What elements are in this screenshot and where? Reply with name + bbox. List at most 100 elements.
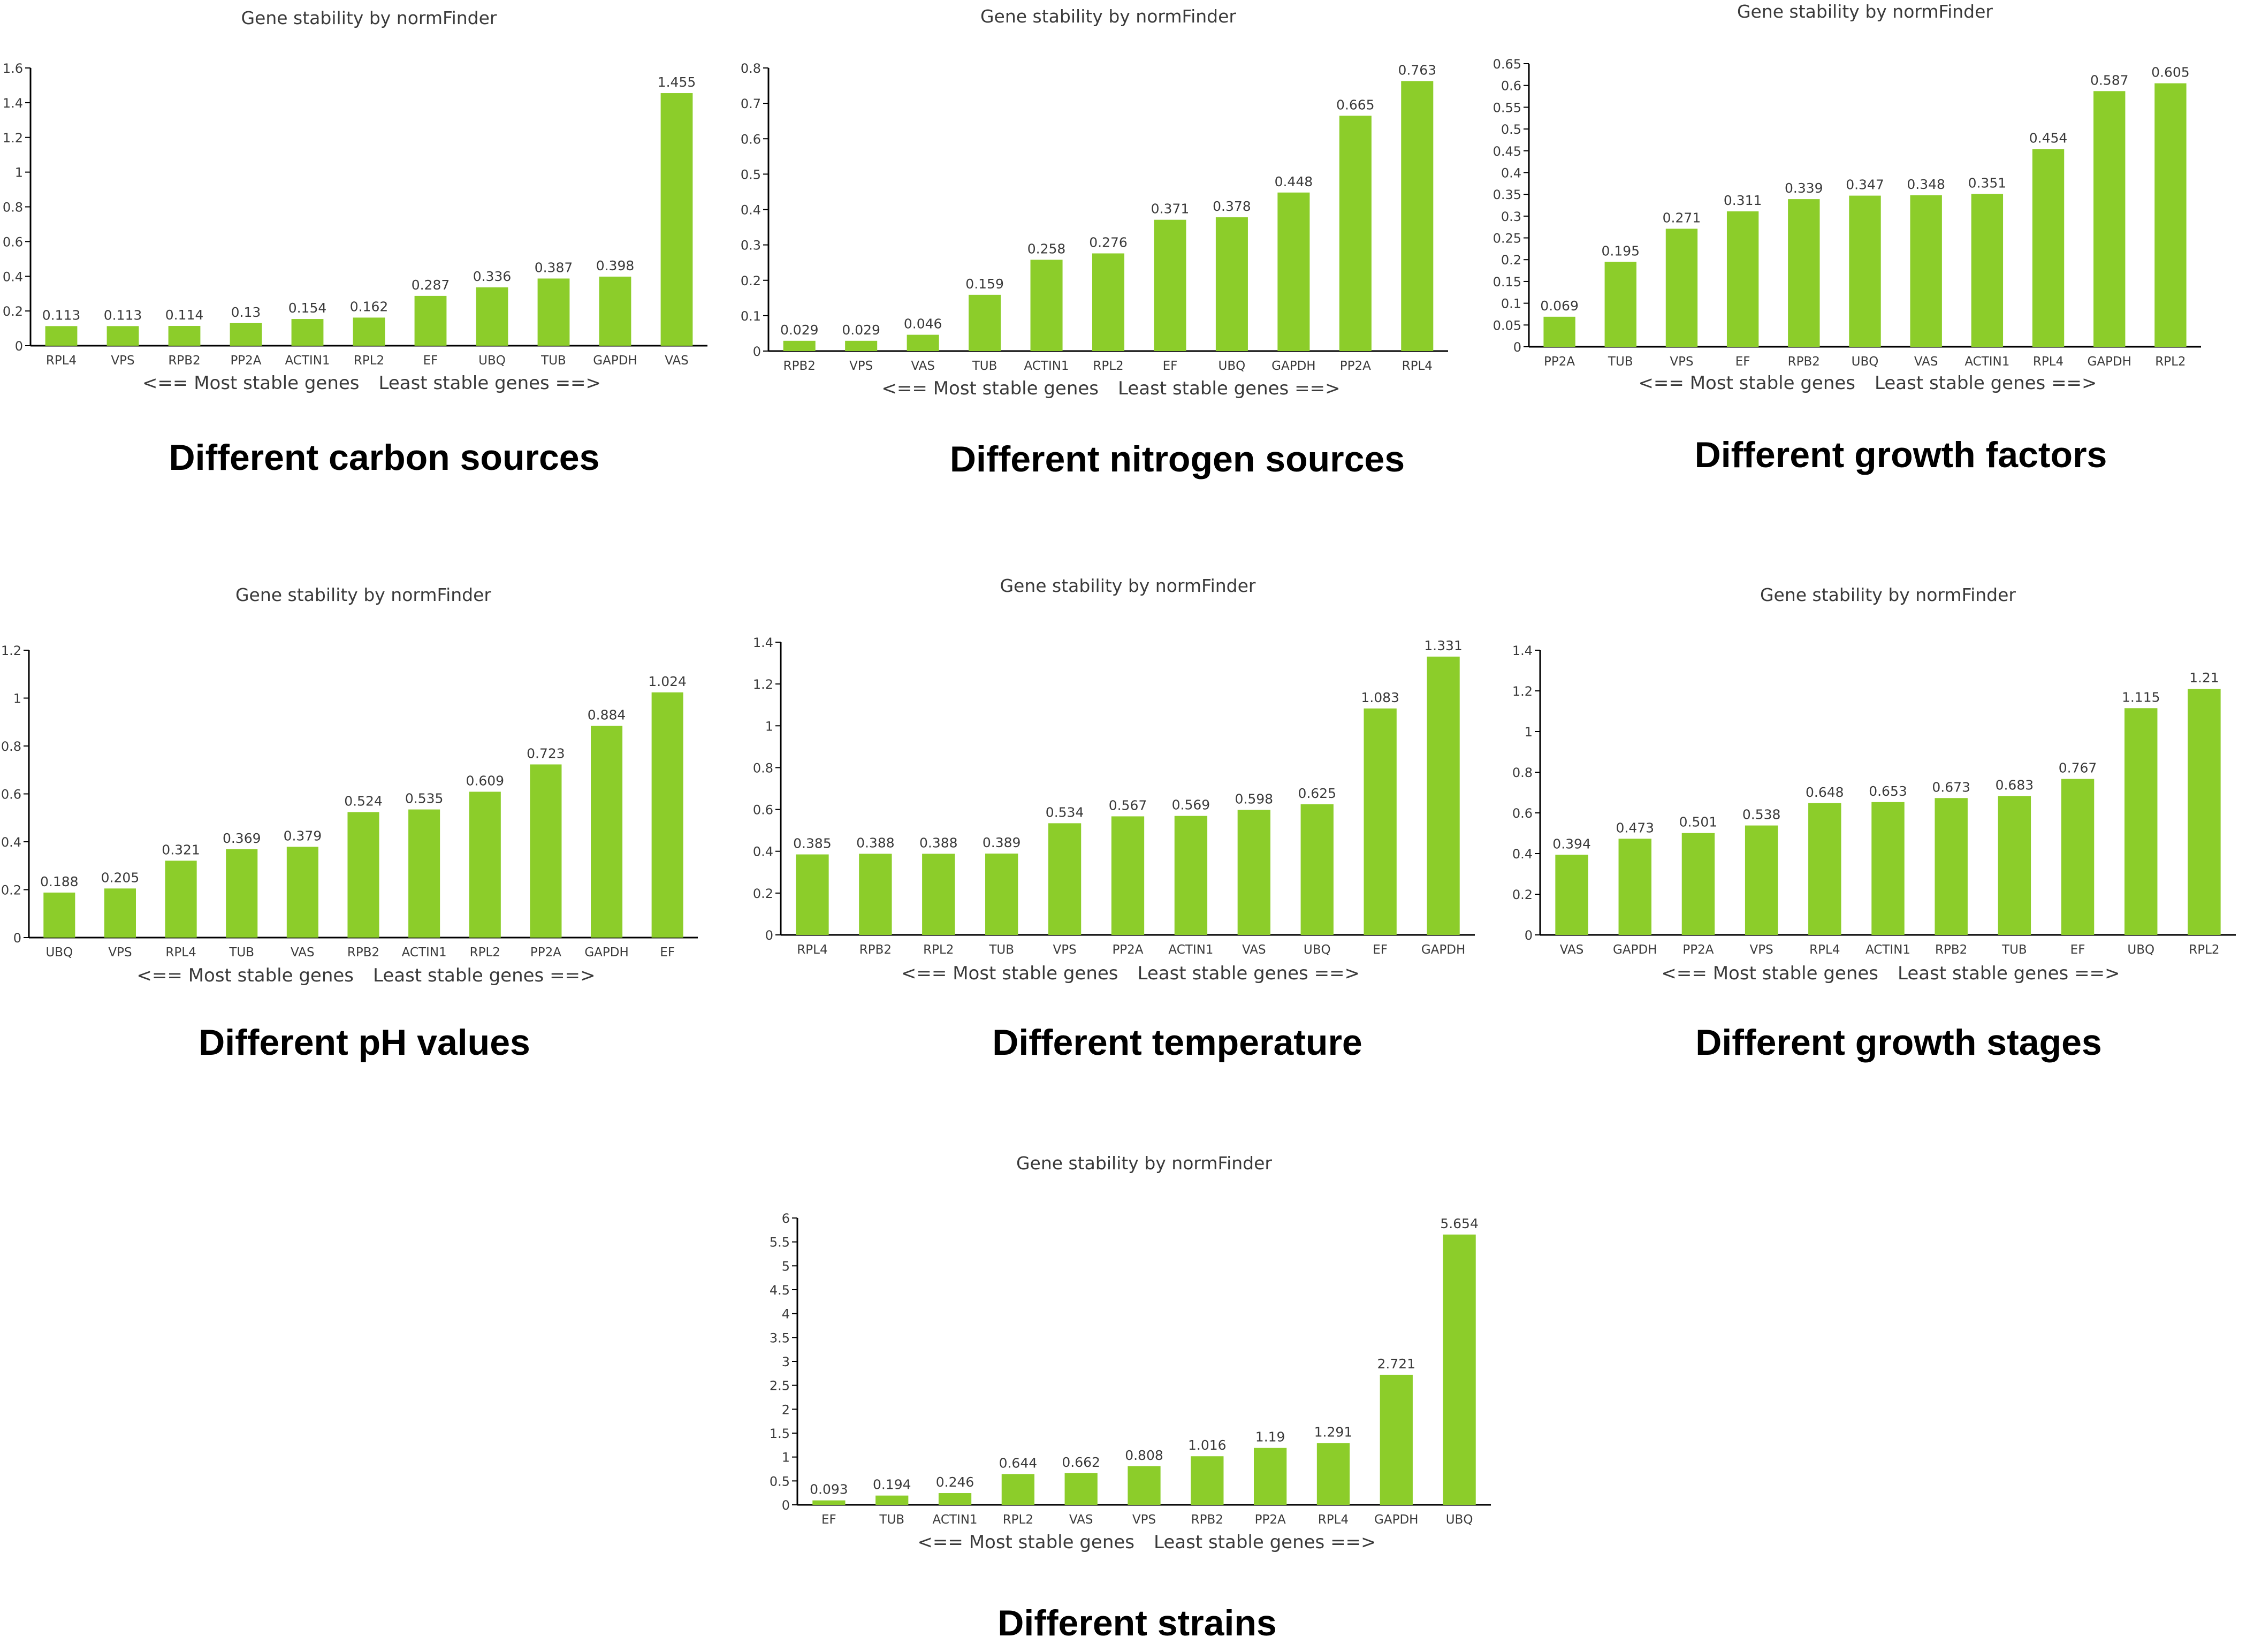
x-tick-label: RPL4 xyxy=(1318,1513,1349,1527)
bar-value-label: 0.538 xyxy=(1742,807,1781,823)
panel-caption: Different growth factors xyxy=(1695,435,2107,475)
bar-tub xyxy=(1998,796,2031,935)
bar-value-label: 0.276 xyxy=(1089,234,1128,250)
x-tick-label: VAS xyxy=(1914,355,1938,369)
y-tick-label: 1 xyxy=(15,165,23,180)
bar-gapdh xyxy=(2093,91,2126,347)
bar-pp2a xyxy=(1111,816,1145,935)
x-tick-label: EF xyxy=(2070,943,2085,957)
chart-panel-6: Gene stability by normFinder 0 0.2 0.4 0.6 0.… xyxy=(1512,584,2236,1063)
bar-rpl2 xyxy=(469,791,501,938)
y-tick-label: 0.15 xyxy=(1493,275,1521,290)
bar-value-label: 0.535 xyxy=(405,791,444,806)
x-tick-label: PP2A xyxy=(1544,355,1575,369)
bar-value-label: 0.388 xyxy=(856,835,895,850)
bar-value-label: 0.339 xyxy=(1785,180,1823,196)
x-tick-label: VAS xyxy=(1069,1513,1093,1527)
y-tick-label: 0.5 xyxy=(741,167,761,182)
bar-rpb2 xyxy=(347,812,379,938)
x-tick-label: UBQ xyxy=(1852,355,1879,369)
bar-value-label: 0.069 xyxy=(1540,298,1579,314)
bar-actin1 xyxy=(408,809,440,938)
bar-value-label: 0.605 xyxy=(2151,65,2190,80)
bar-value-label: 0.311 xyxy=(1724,193,1762,208)
bar-tub xyxy=(537,278,570,346)
chart-title: Gene stability by normFinder xyxy=(1000,575,1255,596)
legend-most-stable: <== Most stable genes xyxy=(917,1532,1134,1553)
bar-rpl2 xyxy=(922,854,955,935)
y-tick-label: 1 xyxy=(13,691,21,706)
y-tick-label: 0.5 xyxy=(770,1474,790,1489)
bar-value-label: 0.763 xyxy=(1398,62,1436,78)
chart-title: Gene stability by normFinder xyxy=(1737,1,1993,22)
bar-value-label: 0.351 xyxy=(1968,175,2007,191)
bar-value-label: 1.024 xyxy=(648,674,687,689)
x-tick-label: VPS xyxy=(849,359,873,373)
bar-vps xyxy=(1665,229,1698,347)
x-tick-label: RPB2 xyxy=(1935,943,1967,957)
bar-rpb2 xyxy=(783,340,816,351)
y-tick-label: 0.3 xyxy=(1501,209,1521,224)
x-tick-label: ACTIN1 xyxy=(402,946,447,960)
panel-caption: Different carbon sources xyxy=(169,437,600,478)
bar-value-label: 1.115 xyxy=(2122,689,2160,705)
bar-value-label: 0.113 xyxy=(42,307,81,323)
bar-value-label: 0.029 xyxy=(780,322,819,338)
bar-actin1 xyxy=(1971,194,2004,347)
x-tick-label: ACTIN1 xyxy=(1964,355,2009,369)
x-tick-label: VPS xyxy=(108,946,132,960)
bar-value-label: 0.767 xyxy=(2059,760,2097,776)
bar-value-label: 2.721 xyxy=(1377,1356,1415,1372)
bar-value-label: 0.258 xyxy=(1027,241,1066,256)
y-tick-label: 0 xyxy=(765,928,773,943)
bar-ef xyxy=(1154,219,1186,351)
y-tick-label: 1 xyxy=(765,719,773,734)
bar-value-label: 0.567 xyxy=(1109,797,1147,813)
y-tick-label: 0.4 xyxy=(1512,847,1533,862)
x-tick-label: RPL2 xyxy=(2155,355,2186,369)
bar-ef xyxy=(812,1500,846,1505)
bar-rpb2 xyxy=(168,326,201,346)
bar-value-label: 0.625 xyxy=(1298,786,1336,801)
x-tick-label: TUB xyxy=(540,354,566,368)
bar-value-label: 0.378 xyxy=(1213,199,1251,214)
bar-value-label: 0.448 xyxy=(1275,174,1313,189)
bar-vas xyxy=(286,847,318,938)
x-tick-label: TUB xyxy=(229,946,254,960)
bar-ef xyxy=(1726,211,1759,347)
bar-value-label: 0.371 xyxy=(1151,201,1190,217)
panel-caption: Different strains xyxy=(997,1603,1276,1643)
x-tick-label: RPL4 xyxy=(1809,943,1840,957)
y-tick-label: 0.8 xyxy=(1512,765,1533,780)
bar-value-label: 1.19 xyxy=(1255,1429,1285,1445)
bar-value-label: 0.662 xyxy=(1062,1455,1100,1470)
bar-pp2a xyxy=(1543,316,1575,347)
legend-most-stable: <== Most stable genes xyxy=(142,372,360,394)
x-tick-label: TUB xyxy=(1608,355,1633,369)
bar-ubq xyxy=(476,287,508,346)
x-tick-label: ACTIN1 xyxy=(1168,943,1213,957)
bar-pp2a xyxy=(1254,1448,1287,1505)
bar-value-label: 0.194 xyxy=(873,1477,911,1493)
bar-rpl4 xyxy=(45,326,78,346)
bar-value-label: 0.598 xyxy=(1235,791,1274,806)
bar-value-label: 0.029 xyxy=(842,322,880,338)
bar-value-label: 0.454 xyxy=(2029,131,2068,146)
legend-least-stable: Least stable genes ==> xyxy=(1875,372,2097,394)
bar-vas xyxy=(907,334,939,351)
bar-tub xyxy=(226,849,258,938)
bar-value-label: 0.394 xyxy=(1552,836,1591,851)
legend-most-stable: <== Most stable genes xyxy=(1661,963,1878,984)
bar-gapdh xyxy=(1380,1374,1413,1505)
chart-panel-7: Gene stability by normFinder 0 0.5 1 1.5 2 2.5… xyxy=(770,1153,1491,1643)
y-tick-label: 0 xyxy=(1513,340,1521,355)
y-tick-label: 0.8 xyxy=(753,760,773,775)
bar-vas xyxy=(1910,195,1942,347)
bar-rpl2 xyxy=(2188,689,2221,935)
y-tick-label: 6 xyxy=(782,1211,790,1226)
y-tick-label: 0.45 xyxy=(1493,144,1521,159)
bar-value-label: 0.808 xyxy=(1125,1448,1163,1463)
bar-value-label: 0.524 xyxy=(344,794,383,809)
y-tick-label: 1.4 xyxy=(1512,643,1533,658)
